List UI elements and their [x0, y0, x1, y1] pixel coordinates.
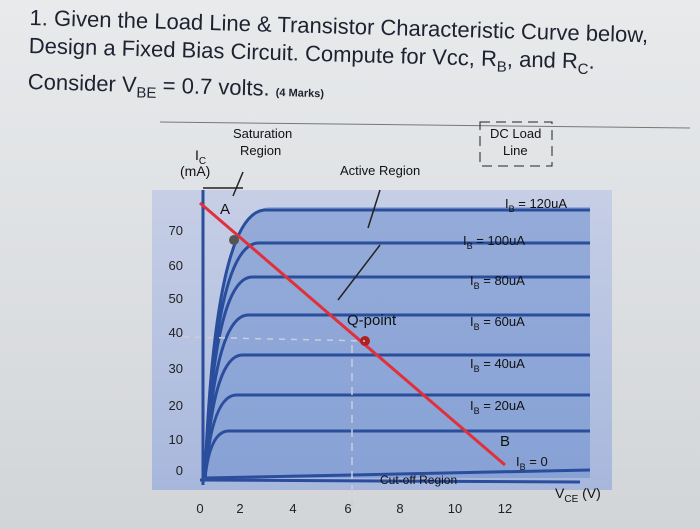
label: Region — [240, 143, 281, 158]
label: I — [463, 233, 467, 248]
label: I — [505, 196, 509, 211]
y-tick-label: 50 — [169, 291, 183, 306]
x-tick-label: 10 — [448, 501, 462, 516]
label: Line — [503, 143, 528, 158]
label: = 40uA — [480, 356, 526, 371]
label: V — [555, 485, 565, 501]
label: B — [520, 462, 526, 472]
label: C — [199, 156, 206, 167]
label: I — [470, 273, 474, 288]
label: = 20uA — [480, 398, 526, 413]
arrow — [232, 171, 244, 197]
label: B — [474, 281, 480, 291]
y-tick-label: 40 — [169, 325, 183, 340]
label: Saturation — [233, 126, 292, 141]
curve-label: IB = 120uA — [505, 196, 567, 214]
label: I — [195, 147, 199, 163]
label: Q-point — [347, 312, 397, 329]
x-tick-label: 12 — [498, 501, 512, 516]
point — [229, 235, 239, 245]
x-tick-label: 4 — [289, 501, 296, 516]
curve-label: IB = 100uA — [463, 233, 525, 251]
curve-label: IB = 60uA — [470, 314, 525, 332]
label: B — [474, 364, 480, 374]
curve — [204, 468, 591, 480]
label: B — [509, 204, 515, 214]
arrow — [367, 189, 381, 229]
label: I — [470, 356, 474, 371]
x-tick-label: 0 — [196, 501, 203, 516]
x-tick-label: 8 — [396, 501, 403, 516]
y-tick-label: 0 — [176, 463, 183, 478]
curve-label: IB = 40uA — [470, 356, 525, 374]
label: B — [500, 433, 510, 450]
arrow — [337, 244, 381, 301]
svg-text:VCE (V): VCE (V) — [555, 485, 601, 505]
x-tick-label: 2 — [236, 501, 243, 516]
curve-label: IB = 0 — [516, 454, 548, 472]
label: CE — [564, 494, 578, 505]
y-tick-label: 30 — [169, 361, 183, 376]
label: A — [220, 201, 230, 218]
load-line — [199, 201, 506, 467]
curve-label: IB = 80uA — [470, 273, 525, 291]
curve-label: IB = 20uA — [470, 398, 525, 416]
y-tick-label: 60 — [169, 258, 183, 273]
label: I — [470, 314, 474, 329]
label: I — [470, 398, 474, 413]
label: Active Region — [340, 163, 420, 178]
label: I — [516, 454, 520, 469]
label: = 80uA — [480, 273, 526, 288]
curve — [203, 429, 590, 479]
label: = 120uA — [515, 196, 568, 211]
label: (mA) — [180, 163, 210, 179]
label: B — [467, 241, 473, 251]
label: B — [474, 406, 480, 416]
curves — [203, 208, 591, 480]
label-box — [479, 121, 553, 167]
x-axis — [199, 478, 581, 484]
svg-text:IC: IC — [195, 147, 206, 167]
rule — [159, 121, 691, 129]
label: B — [474, 322, 480, 332]
label: = 60uA — [480, 314, 526, 329]
label: = 0 — [526, 454, 548, 469]
curve-area — [205, 207, 590, 478]
x-tick-label: 6 — [344, 501, 351, 516]
label: = 100uA — [473, 233, 526, 248]
label: DC Load — [490, 126, 541, 141]
y-tick-label: 20 — [169, 398, 183, 413]
y-tick-label: 70 — [169, 223, 183, 238]
y-tick-label: 10 — [169, 432, 183, 447]
label: (V) — [578, 485, 601, 501]
label: Cut-off Region — [380, 473, 457, 487]
